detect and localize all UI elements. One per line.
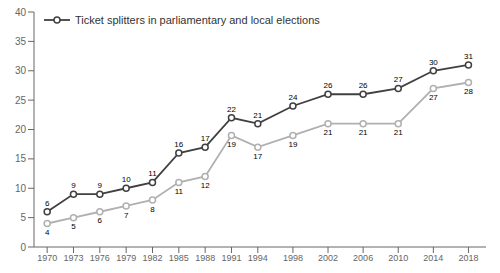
svg-text:2006: 2006: [353, 253, 373, 263]
svg-text:1994: 1994: [248, 253, 268, 263]
svg-text:10: 10: [15, 183, 27, 194]
svg-text:27: 27: [429, 93, 438, 102]
svg-text:17: 17: [253, 152, 262, 161]
svg-text:1985: 1985: [169, 253, 189, 263]
svg-text:31: 31: [464, 52, 473, 61]
html-text:Ticket splitters in parliament: Ticket splitters in parliamentary and lo…: [75, 14, 320, 26]
svg-text:1998: 1998: [283, 253, 303, 263]
svg-text:30: 30: [15, 65, 27, 76]
svg-text:1970: 1970: [37, 253, 57, 263]
svg-text:26: 26: [324, 81, 333, 90]
svg-text:21: 21: [253, 111, 262, 120]
svg-text:11: 11: [175, 187, 184, 196]
svg-text:0: 0: [20, 242, 26, 253]
svg-text:2002: 2002: [318, 253, 338, 263]
svg-text:21: 21: [394, 128, 403, 137]
svg-text:1979: 1979: [116, 253, 136, 263]
svg-text:1991: 1991: [221, 253, 241, 263]
svg-text:19: 19: [227, 140, 236, 149]
svg-text:7: 7: [124, 211, 129, 220]
svg-text:6: 6: [98, 216, 103, 225]
svg-text:11: 11: [148, 169, 157, 178]
svg-text:17: 17: [201, 134, 210, 143]
svg-text:1982: 1982: [142, 253, 162, 263]
svg-text:5: 5: [20, 212, 26, 223]
svg-text:19: 19: [288, 140, 297, 149]
svg-text:1988: 1988: [195, 253, 215, 263]
svg-text:40: 40: [15, 7, 27, 18]
svg-text:12: 12: [201, 181, 210, 190]
svg-text:24: 24: [288, 93, 297, 102]
svg-text:15: 15: [15, 153, 27, 164]
svg-text:10: 10: [122, 175, 131, 184]
svg-text:1976: 1976: [90, 253, 110, 263]
svg-text:35: 35: [15, 36, 27, 47]
svg-text:9: 9: [71, 181, 76, 190]
svg-text:20: 20: [15, 124, 27, 135]
svg-text:4: 4: [45, 228, 50, 237]
svg-text:1973: 1973: [63, 253, 83, 263]
svg-text:5: 5: [71, 222, 76, 231]
svg-text:2018: 2018: [458, 253, 478, 263]
svg-text:30: 30: [429, 58, 438, 67]
svg-text:6: 6: [45, 199, 50, 208]
svg-text:27: 27: [394, 75, 403, 84]
svg-text:22: 22: [227, 105, 236, 114]
svg-text:9: 9: [98, 181, 103, 190]
svg-text:16: 16: [174, 140, 183, 149]
svg-text:2014: 2014: [423, 253, 443, 263]
svg-text:25: 25: [15, 95, 27, 106]
svg-text:21: 21: [359, 128, 368, 137]
svg-text:28: 28: [464, 87, 473, 96]
svg-text:2010: 2010: [388, 253, 408, 263]
svg-text:26: 26: [359, 81, 368, 90]
svg-text:8: 8: [150, 205, 155, 214]
svg-text:21: 21: [324, 128, 333, 137]
